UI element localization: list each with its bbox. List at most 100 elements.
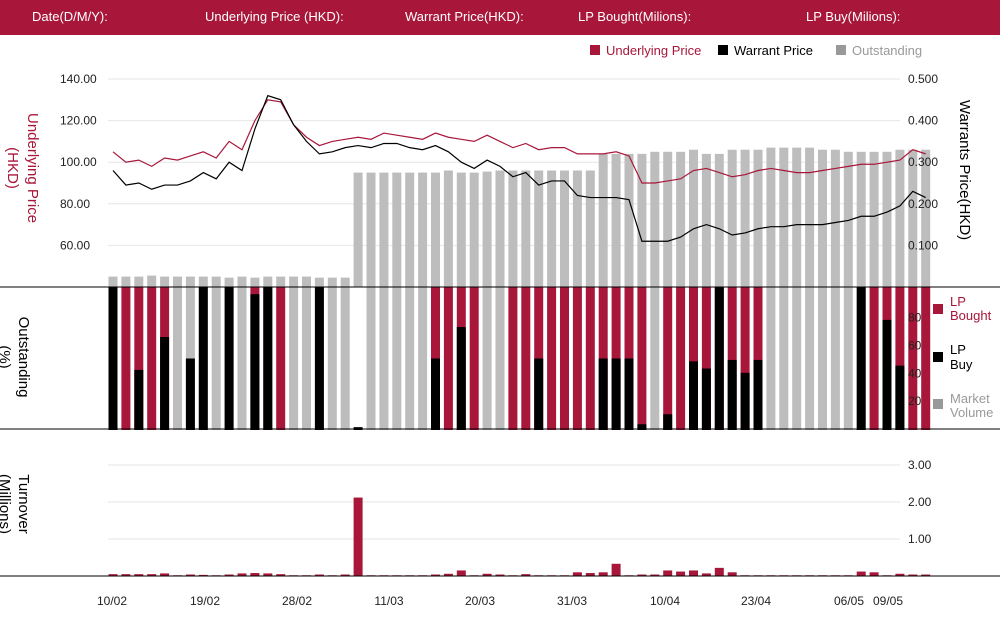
outstanding-bar bbox=[572, 170, 582, 287]
outstanding-bar bbox=[521, 170, 531, 287]
outstanding-bar bbox=[379, 172, 389, 287]
outstanding-bar bbox=[134, 276, 144, 287]
outstanding-bar bbox=[701, 153, 711, 287]
turnover-bar bbox=[353, 497, 363, 576]
outstanding-bar bbox=[766, 147, 776, 287]
turnover-bar bbox=[701, 573, 711, 576]
legend-outstanding: Outstanding bbox=[852, 43, 922, 58]
lp-buy-bar bbox=[456, 327, 466, 430]
market-volume-bar bbox=[211, 287, 221, 430]
lp-bought-bar bbox=[443, 287, 453, 430]
market-volume-bar bbox=[340, 287, 350, 430]
turnover-bar bbox=[185, 574, 195, 576]
outstanding-bar bbox=[340, 277, 350, 287]
turnover-bar bbox=[495, 574, 505, 576]
lp-buy-bar bbox=[314, 287, 324, 430]
turnover-bar bbox=[908, 574, 918, 576]
x-tick-label: 19/02 bbox=[190, 594, 220, 608]
legend-market-volume-2: Volume bbox=[950, 405, 993, 420]
turnover-bar bbox=[121, 574, 131, 576]
turnover-bar bbox=[727, 572, 737, 576]
lp-buy-bar bbox=[250, 294, 260, 430]
turnover-bar bbox=[572, 572, 582, 576]
outstanding-bar bbox=[779, 147, 789, 287]
lp-bought-bar bbox=[147, 287, 157, 430]
turnover-bar bbox=[250, 573, 260, 576]
outstanding-bar bbox=[147, 275, 157, 287]
turnover-bar bbox=[237, 573, 247, 576]
legend-underlying-swatch bbox=[590, 45, 600, 55]
x-tick-label: 10/02 bbox=[97, 594, 127, 608]
underlying-price-line bbox=[112, 99, 926, 184]
outstanding-bar bbox=[250, 277, 260, 287]
market-volume-bar bbox=[495, 287, 505, 430]
market-volume-bar bbox=[792, 287, 802, 430]
turnover-bar bbox=[598, 572, 608, 576]
turnover-bar bbox=[482, 573, 492, 576]
outstanding-bar bbox=[263, 276, 273, 287]
market-volume-bar bbox=[843, 287, 853, 430]
outstanding-bar bbox=[585, 170, 595, 287]
outstanding-bar bbox=[624, 153, 634, 287]
lp-buy-bar bbox=[663, 414, 673, 430]
lp-bought-bar bbox=[547, 287, 557, 430]
outstanding-tick-label: 40 bbox=[908, 366, 922, 380]
date-label: Date(D/M/Y): bbox=[32, 9, 108, 24]
outstanding-bar bbox=[908, 149, 918, 287]
turnover-axis-title-2: (Millions) bbox=[0, 474, 13, 534]
lp-buy-bar bbox=[624, 358, 634, 430]
y-right-tick-label: 0.200 bbox=[908, 197, 938, 211]
market-volume-bar bbox=[392, 287, 402, 430]
outstanding-bar bbox=[611, 153, 621, 287]
outstanding-bar bbox=[560, 170, 569, 287]
turnover-bar bbox=[263, 573, 273, 576]
turnover-bar bbox=[431, 574, 440, 576]
turnover-bar bbox=[521, 574, 531, 576]
outstanding-bar bbox=[211, 276, 221, 287]
outstanding-bar bbox=[921, 149, 931, 287]
lp-bought-bar bbox=[585, 287, 595, 430]
y-left-tick-label: 120.00 bbox=[60, 114, 97, 128]
turnover-tick-label: 1.00 bbox=[908, 532, 932, 546]
turnover-bar bbox=[585, 573, 595, 576]
turnover-bar bbox=[869, 572, 879, 576]
price-lines bbox=[112, 94, 926, 242]
outstanding-bar bbox=[830, 149, 840, 287]
turnover-bar bbox=[198, 574, 208, 576]
legend-lp-buy-swatch bbox=[933, 352, 943, 362]
market-volume-bar bbox=[650, 287, 660, 430]
outstanding-bar bbox=[392, 172, 402, 287]
outstanding-bar bbox=[753, 149, 763, 287]
lp-bought-bar bbox=[560, 287, 569, 430]
outstanding-bar bbox=[895, 149, 905, 287]
legend-lp-bought-swatch bbox=[933, 304, 943, 314]
outstanding-bar bbox=[637, 153, 647, 287]
turnover-bar bbox=[714, 567, 724, 576]
outstanding-axis-title-2: (%) bbox=[0, 345, 13, 368]
legend-lp-buy-2: Buy bbox=[950, 357, 973, 372]
market-volume-bar bbox=[482, 287, 492, 430]
legend-lp-bought-1: LP bbox=[950, 294, 966, 309]
lp-buy-bar bbox=[160, 337, 170, 430]
market-volume-bar bbox=[237, 287, 247, 430]
lp-bought-bar bbox=[521, 287, 531, 430]
lp-buy-label: LP Buy(Milions): bbox=[806, 9, 901, 24]
market-volume-bar bbox=[173, 287, 182, 430]
lp-buy-bar bbox=[134, 369, 144, 430]
outstanding-bar bbox=[714, 153, 724, 287]
lp-bought-bar bbox=[508, 287, 518, 430]
outstanding-bar bbox=[405, 172, 415, 287]
lp-bought-bar bbox=[727, 287, 737, 430]
market-volume-bar bbox=[830, 287, 840, 430]
lp-bought-bar bbox=[637, 287, 647, 430]
y-left-tick-label: 80.00 bbox=[60, 197, 90, 211]
legend-lp-bought-2: Bought bbox=[950, 308, 992, 323]
y-left-title-1: Underlying Price bbox=[24, 113, 41, 223]
market-volume-bar bbox=[379, 287, 389, 430]
outstanding-bar bbox=[818, 149, 827, 287]
y-right-tick-label: 0.300 bbox=[908, 155, 938, 169]
legend-warrant: Warrant Price bbox=[734, 43, 813, 58]
market-volume-bar bbox=[418, 287, 428, 430]
turnover-tick-label: 3.00 bbox=[908, 458, 932, 472]
market-volume-bar bbox=[766, 287, 776, 430]
